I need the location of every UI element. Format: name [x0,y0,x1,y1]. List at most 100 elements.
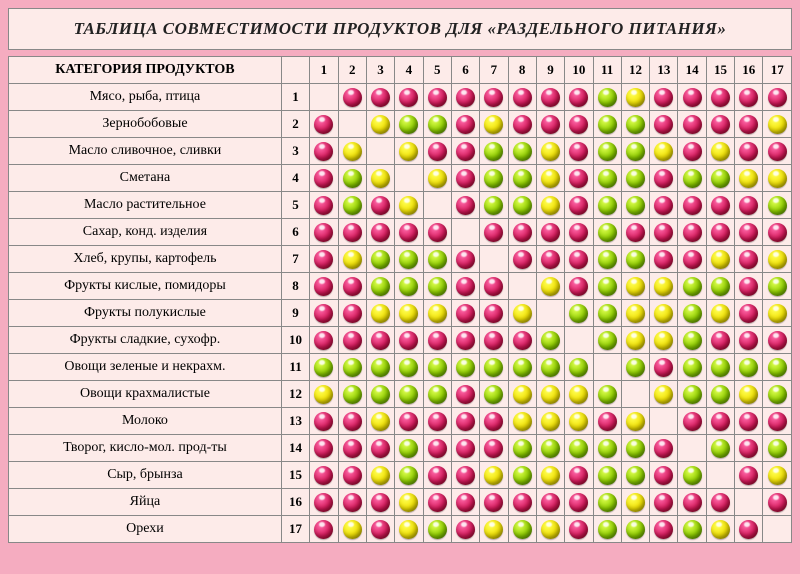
compat-cell [536,273,564,300]
category-label: Орехи [9,516,282,543]
compat-ball [598,277,617,296]
compat-ball [598,142,617,161]
compat-cell [310,327,338,354]
compat-cell [621,219,649,246]
compat-ball [456,196,475,215]
compat-cell [650,246,678,273]
compat-ball [371,223,390,242]
compat-cell [338,381,366,408]
compat-ball [484,493,503,512]
compat-ball [768,439,787,458]
compat-ball [314,385,333,404]
compat-cell [480,300,508,327]
compat-ball [683,169,702,188]
compat-ball [598,169,617,188]
compat-ball [739,142,758,161]
compat-cell [593,462,621,489]
compat-cell [395,219,423,246]
compat-cell [678,300,706,327]
compat-ball [456,493,475,512]
compatibility-table: КАТЕГОРИЯ ПРОДУКТОВ 12345678910111213141… [8,56,792,543]
compat-ball [343,304,362,323]
compat-ball [371,439,390,458]
compat-ball [654,466,673,485]
compat-cell [366,165,394,192]
compat-cell [395,192,423,219]
compat-ball [626,466,645,485]
compat-ball [456,385,475,404]
compat-cell [763,516,792,543]
compat-cell [395,246,423,273]
table-row: Овощи крахмалистые12 [9,381,792,408]
compat-ball [428,466,447,485]
compat-cell [593,300,621,327]
compat-ball [513,466,532,485]
column-number: 7 [480,57,508,84]
compat-cell [480,462,508,489]
compat-cell [508,408,536,435]
compat-cell [508,111,536,138]
compat-cell [650,165,678,192]
compat-cell [565,273,593,300]
compat-cell [508,462,536,489]
compat-cell [536,84,564,111]
compat-ball [598,412,617,431]
compat-cell [366,138,394,165]
compat-cell [763,165,792,192]
compat-ball [541,277,560,296]
compat-ball [484,385,503,404]
compat-cell [338,273,366,300]
compat-ball [598,385,617,404]
compat-ball [598,250,617,269]
compat-ball [343,385,362,404]
compat-ball [428,304,447,323]
compat-cell [678,435,706,462]
table-row: Орехи17 [9,516,792,543]
compat-cell [338,300,366,327]
compat-ball [343,331,362,350]
compat-ball [541,250,560,269]
compat-cell [763,354,792,381]
compat-ball [654,439,673,458]
compat-cell [536,111,564,138]
compat-ball [654,223,673,242]
compat-cell [508,354,536,381]
compat-cell [763,111,792,138]
compat-cell [310,408,338,435]
compat-cell [565,246,593,273]
column-number: 16 [735,57,763,84]
compat-ball [513,439,532,458]
compat-cell [763,273,792,300]
compat-cell [423,354,451,381]
compat-cell [480,246,508,273]
table-row: Творог, кисло-мол. прод-ты14 [9,435,792,462]
compat-ball [711,358,730,377]
category-label: Овощи крахмалистые [9,381,282,408]
compat-cell [735,489,763,516]
compat-ball [739,169,758,188]
compat-cell [423,165,451,192]
compat-cell [366,516,394,543]
compat-ball [541,439,560,458]
compat-ball [513,223,532,242]
compat-cell [423,138,451,165]
compat-ball [626,115,645,134]
compat-cell [310,138,338,165]
compat-ball [428,169,447,188]
compat-ball [371,88,390,107]
compat-cell [621,273,649,300]
compat-ball [343,169,362,188]
compat-cell [508,327,536,354]
compat-cell [310,381,338,408]
compat-ball [513,169,532,188]
compat-ball [314,142,333,161]
compat-ball [711,304,730,323]
compat-ball [484,412,503,431]
compat-cell [621,327,649,354]
compat-ball [711,439,730,458]
compat-cell [593,246,621,273]
compat-cell [423,273,451,300]
compat-ball [371,466,390,485]
compat-ball [484,331,503,350]
compat-ball [343,520,362,539]
